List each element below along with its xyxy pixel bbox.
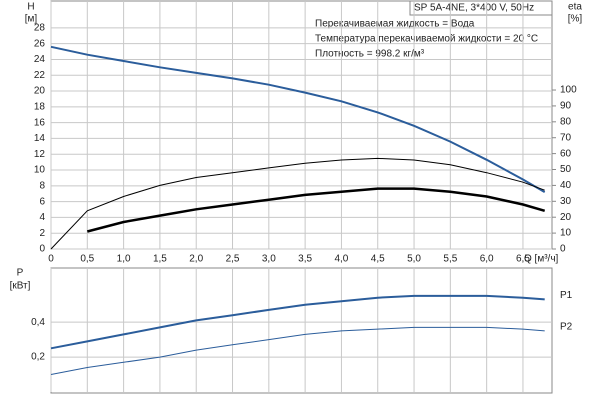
x-tick-label: 2,0 — [189, 254, 203, 265]
y2-axis-label: eta — [568, 2, 582, 13]
y-tick-label: 28 — [34, 22, 46, 33]
y2-tick-label: 60 — [560, 148, 572, 159]
x-tick-label: 2,5 — [226, 254, 240, 265]
annotation: Плотность = 998.2 кг/м³ — [315, 49, 425, 60]
y-tick-label: 26 — [34, 38, 46, 49]
annotation: Перекачиваемая жидкость = Вода — [315, 19, 475, 30]
y2-tick-label: 70 — [560, 132, 572, 143]
x-tick-label: 1,5 — [153, 254, 167, 265]
chart-title: SP 5A-4NE, 3*400 V, 50Hz — [414, 3, 534, 14]
x-tick-label: 0 — [48, 254, 54, 265]
y2-tick-label: 80 — [560, 116, 572, 127]
x-axis-label: Q [м³/ч] — [524, 254, 559, 265]
x-tick-label: 5,0 — [407, 254, 421, 265]
y-tick-label: 24 — [34, 54, 46, 65]
curve — [50, 326, 545, 375]
y-tick-label: 10 — [34, 165, 46, 176]
y-tick-label: 12 — [34, 149, 46, 160]
x-tick-label: 1,0 — [117, 254, 131, 265]
x-tick-label: 4,0 — [334, 254, 348, 265]
x-tick-label: 6,5 — [516, 254, 530, 265]
y-tick-label: 0,4 — [31, 317, 45, 328]
y2-tick-label: 10 — [560, 228, 572, 239]
y2-tick-label: 20 — [560, 212, 572, 223]
y-tick-label: 4 — [39, 212, 45, 223]
y2-tick-label: 40 — [560, 180, 572, 191]
x-tick-label: 0,5 — [80, 254, 94, 265]
series-label: P1 — [560, 290, 573, 301]
y-tick-label: 6 — [39, 196, 45, 207]
y2-tick-label: 90 — [560, 101, 572, 112]
title-box — [409, 0, 553, 16]
annotation: Температура перекачиваемой жидкости = 20… — [315, 34, 538, 45]
y-tick-label: 8 — [39, 180, 45, 191]
y-tick-label: 20 — [34, 86, 46, 97]
curve — [50, 294, 545, 350]
y-axis-label: H — [27, 2, 34, 13]
y2-axis-unit: [%] — [568, 14, 583, 25]
y-tick-label: 18 — [34, 101, 46, 112]
y-tick-label: 16 — [34, 117, 46, 128]
x-tick-label: 3,5 — [298, 254, 312, 265]
y-tick-label: 2 — [39, 228, 45, 239]
y-tick-label: 0,2 — [31, 352, 45, 363]
x-tick-label: 5,5 — [443, 254, 457, 265]
y2-tick-label: 30 — [560, 196, 572, 207]
curve — [86, 187, 546, 233]
y-axis-label: P — [17, 268, 24, 279]
series-label: P2 — [560, 322, 573, 333]
y-tick-label: 22 — [34, 70, 46, 81]
x-tick-label: 3,0 — [262, 254, 276, 265]
y-tick-label: 0 — [39, 244, 45, 255]
curve — [50, 157, 545, 250]
x-tick-label: 6,0 — [480, 254, 494, 265]
plot-frame — [50, 267, 553, 394]
x-tick-label: 4,5 — [371, 254, 385, 265]
y2-tick-label: 100 — [560, 85, 577, 96]
y-tick-label: 14 — [34, 133, 46, 144]
y2-tick-label: 0 — [560, 244, 566, 255]
y-axis-unit: [кВт] — [10, 281, 31, 292]
y-axis-unit: [м] — [25, 14, 38, 25]
curve — [50, 45, 546, 193]
y2-tick-label: 50 — [560, 164, 572, 175]
